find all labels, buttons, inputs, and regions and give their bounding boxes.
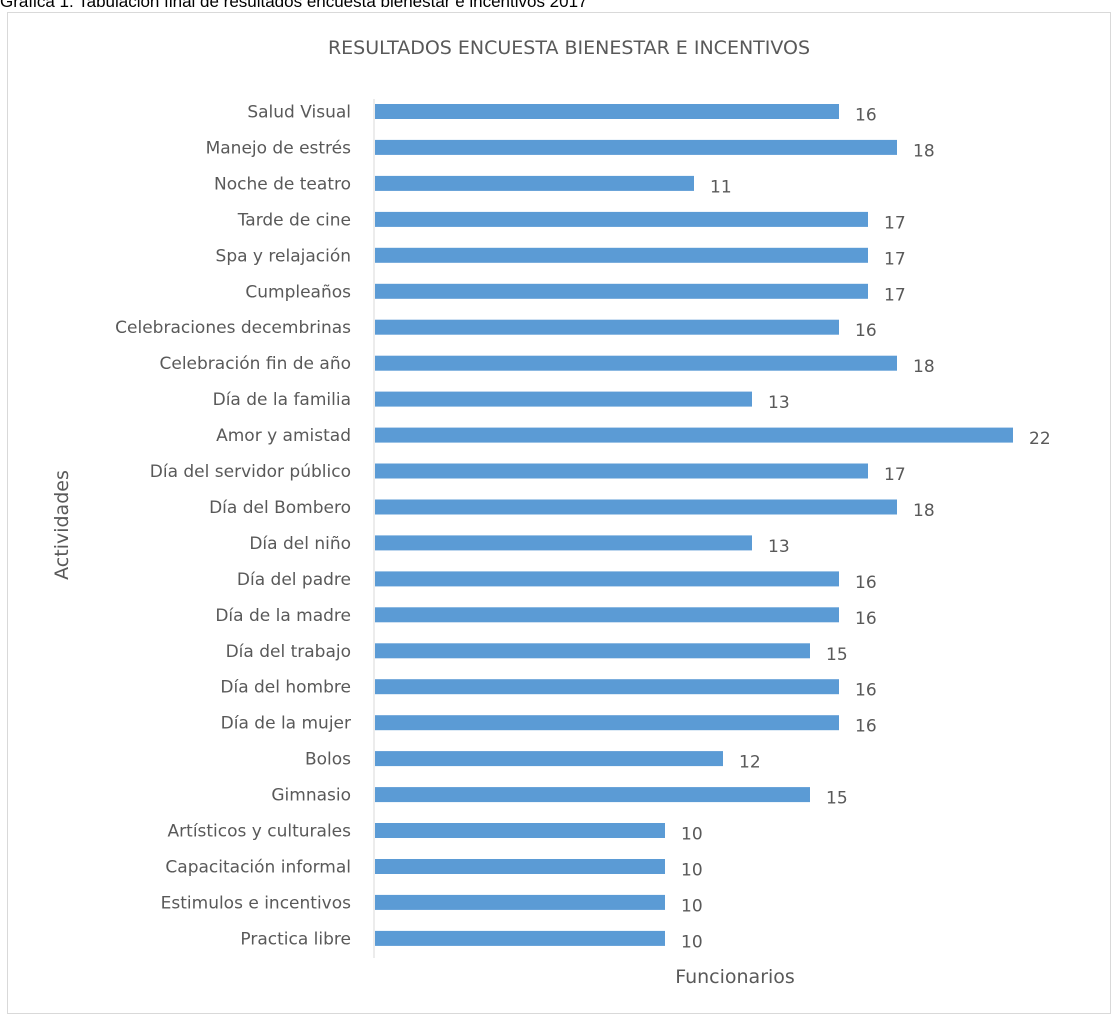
category-tick-label: Tarde de cine: [237, 210, 351, 230]
category-tick-label: Día del servidor público: [150, 462, 351, 482]
bar: [375, 104, 839, 119]
category-tick-label: Estimulos e incentivos: [161, 893, 351, 913]
data-label: 13: [768, 537, 790, 557]
bar: [375, 715, 839, 731]
data-label: 18: [913, 357, 935, 377]
category-tick-label: Capacitación informal: [165, 858, 351, 878]
data-label: 17: [884, 249, 906, 269]
data-label: 12: [739, 753, 761, 773]
data-label: 15: [826, 789, 848, 809]
data-label: 16: [855, 106, 877, 126]
bar: [375, 247, 868, 263]
bar: [375, 139, 897, 155]
data-label: 10: [681, 896, 703, 916]
category-tick-label: Practica libre: [240, 929, 351, 949]
data-label: 18: [913, 141, 935, 161]
data-label: 13: [768, 393, 790, 413]
category-tick-label: Día del trabajo: [226, 642, 351, 662]
data-label: 16: [855, 321, 877, 341]
data-label: 18: [913, 501, 935, 521]
bar: [375, 607, 839, 623]
category-tick-label: Spa y relajación: [216, 246, 351, 266]
data-label: 16: [855, 717, 877, 737]
bar: [375, 930, 665, 946]
bar: [375, 427, 1013, 443]
data-label: 10: [681, 861, 703, 881]
category-tick-label: Amor y amistad: [216, 426, 351, 446]
bar: [375, 463, 868, 479]
bar: [375, 823, 665, 838]
bar: [375, 894, 665, 910]
data-label: 10: [681, 932, 703, 952]
bar: [375, 283, 868, 299]
bar: [375, 751, 723, 767]
data-label: 17: [884, 465, 906, 485]
data-label: 17: [884, 285, 906, 305]
bar: [375, 571, 839, 587]
bar: [375, 859, 665, 874]
bar: [375, 643, 810, 659]
chart-title: RESULTADOS ENCUESTA BIENESTAR E INCENTIV…: [328, 37, 810, 59]
category-tick-label: Celebraciones decembrinas: [115, 318, 351, 338]
data-label: 17: [884, 213, 906, 233]
category-tick-label: Día del Bombero: [209, 498, 351, 518]
data-label: 15: [826, 645, 848, 665]
data-label: 22: [1029, 429, 1051, 449]
bar: [375, 211, 868, 227]
bar: [375, 175, 694, 191]
category-tick-label: Manejo de estrés: [206, 138, 352, 158]
bar: [375, 499, 897, 515]
bar-group: Salud Visual 16 Manejo de estrés 18 Noche de…: [115, 103, 1050, 953]
category-tick-label: Artísticos y culturales: [168, 822, 352, 842]
data-label: 11: [710, 177, 732, 197]
x-axis-label: Funcionarios: [675, 966, 795, 988]
category-tick-label: Celebración fin de año: [160, 354, 352, 374]
category-tick-label: Noche de teatro: [214, 174, 351, 194]
bar: [375, 787, 810, 803]
data-label: 16: [855, 681, 877, 701]
category-tick-label: Día de la familia: [213, 390, 351, 410]
category-tick-label: Cumpleaños: [245, 282, 351, 302]
figure-caption: Gráfica 1. Tabulación final de resultado…: [0, 0, 588, 11]
data-label: 16: [855, 573, 877, 593]
category-tick-label: Gimnasio: [271, 786, 351, 806]
bar: [375, 535, 752, 551]
y-axis-label: Actividades: [51, 470, 73, 580]
bar: [375, 679, 839, 695]
category-tick-label: Bolos: [305, 750, 351, 770]
category-tick-label: Salud Visual: [247, 103, 351, 123]
category-tick-label: Día del niño: [249, 534, 351, 554]
category-tick-label: Día del hombre: [220, 678, 351, 698]
category-tick-label: Día de la madre: [215, 606, 351, 626]
category-tick-label: Día del padre: [237, 570, 351, 590]
bar: [375, 391, 752, 407]
bar: [375, 355, 897, 371]
data-label: 16: [855, 609, 877, 629]
data-label: 10: [681, 825, 703, 845]
bar: [375, 319, 839, 335]
category-tick-label: Día de la mujer: [221, 714, 351, 734]
